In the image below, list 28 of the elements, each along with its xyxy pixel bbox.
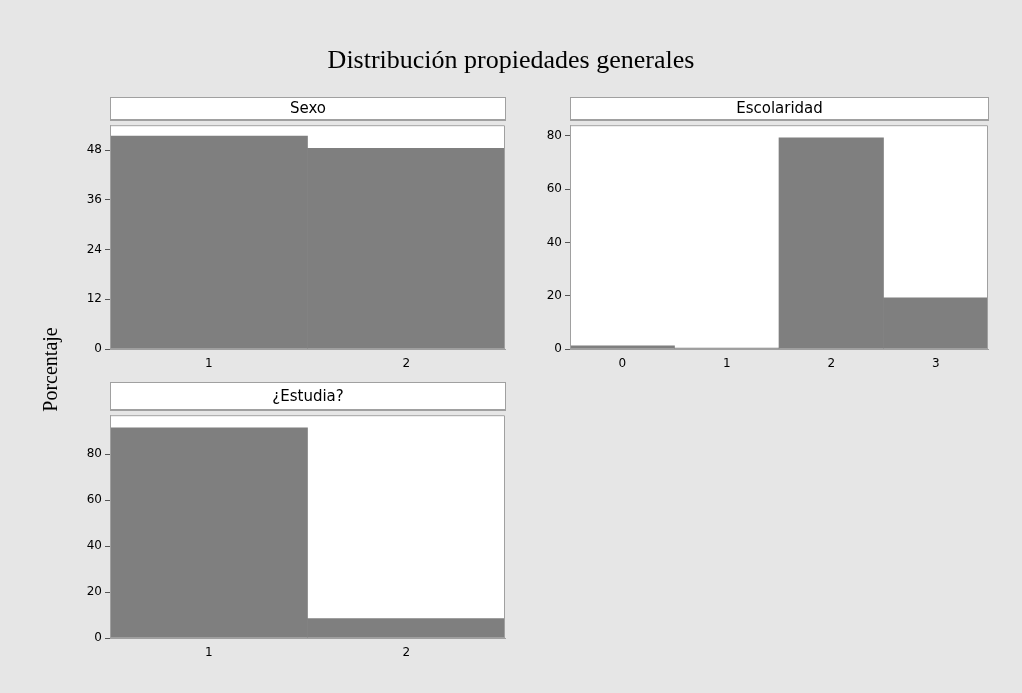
y-tick-label: 20 xyxy=(86,584,102,599)
x-tick-label: 1 xyxy=(722,356,731,371)
chart-title: Distribución propiedades generales xyxy=(326,45,696,75)
y-tick-label: 36 xyxy=(86,191,102,206)
y-tick-label: 0 xyxy=(94,341,102,356)
y-tick-label: 24 xyxy=(86,241,102,256)
x-tick-label: 3 xyxy=(931,356,940,371)
y-tick-label: 40 xyxy=(86,538,102,553)
x-tick-label: 2 xyxy=(402,645,411,660)
x-tick-label: 1 xyxy=(204,356,213,371)
x-tick-label: 2 xyxy=(827,356,836,371)
y-tick-label: 48 xyxy=(86,142,102,157)
y-tick-label: 0 xyxy=(94,630,102,645)
y-tick-label: 12 xyxy=(86,291,102,306)
y-tick-label: 80 xyxy=(546,127,562,142)
y-tick-label: 40 xyxy=(546,234,562,249)
y-tick-label: 60 xyxy=(546,181,562,196)
y-tick-label: 0 xyxy=(554,341,562,356)
chart-subtitle: ¿Estudia? xyxy=(110,382,506,411)
x-tick-label: 2 xyxy=(402,356,411,371)
chart-subtitle: Escolaridad xyxy=(570,97,989,121)
x-tick-label: 0 xyxy=(618,356,627,371)
y-tick-label: 60 xyxy=(86,492,102,507)
chart-subtitle: Sexo xyxy=(110,97,506,121)
x-tick-label: 1 xyxy=(204,645,213,660)
y-tick-label: 80 xyxy=(86,446,102,461)
y-axis-title: Porcentaje xyxy=(38,326,62,414)
y-tick-label: 20 xyxy=(546,287,562,302)
